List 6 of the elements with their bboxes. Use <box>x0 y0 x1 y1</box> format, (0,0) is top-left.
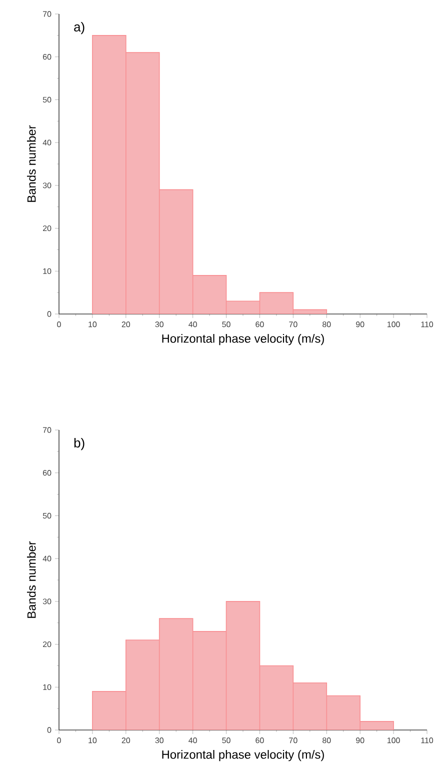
y-axis-title: Bands number <box>27 125 36 202</box>
annotation: b) <box>74 438 84 450</box>
y-axis-title: Bands number <box>27 541 36 618</box>
x-axis-title: Horizontal phase velocity (m/s) <box>162 750 324 762</box>
annotation: a) <box>74 22 84 34</box>
x-axis-title: Horizontal phase velocity (m/s) <box>162 334 324 346</box>
